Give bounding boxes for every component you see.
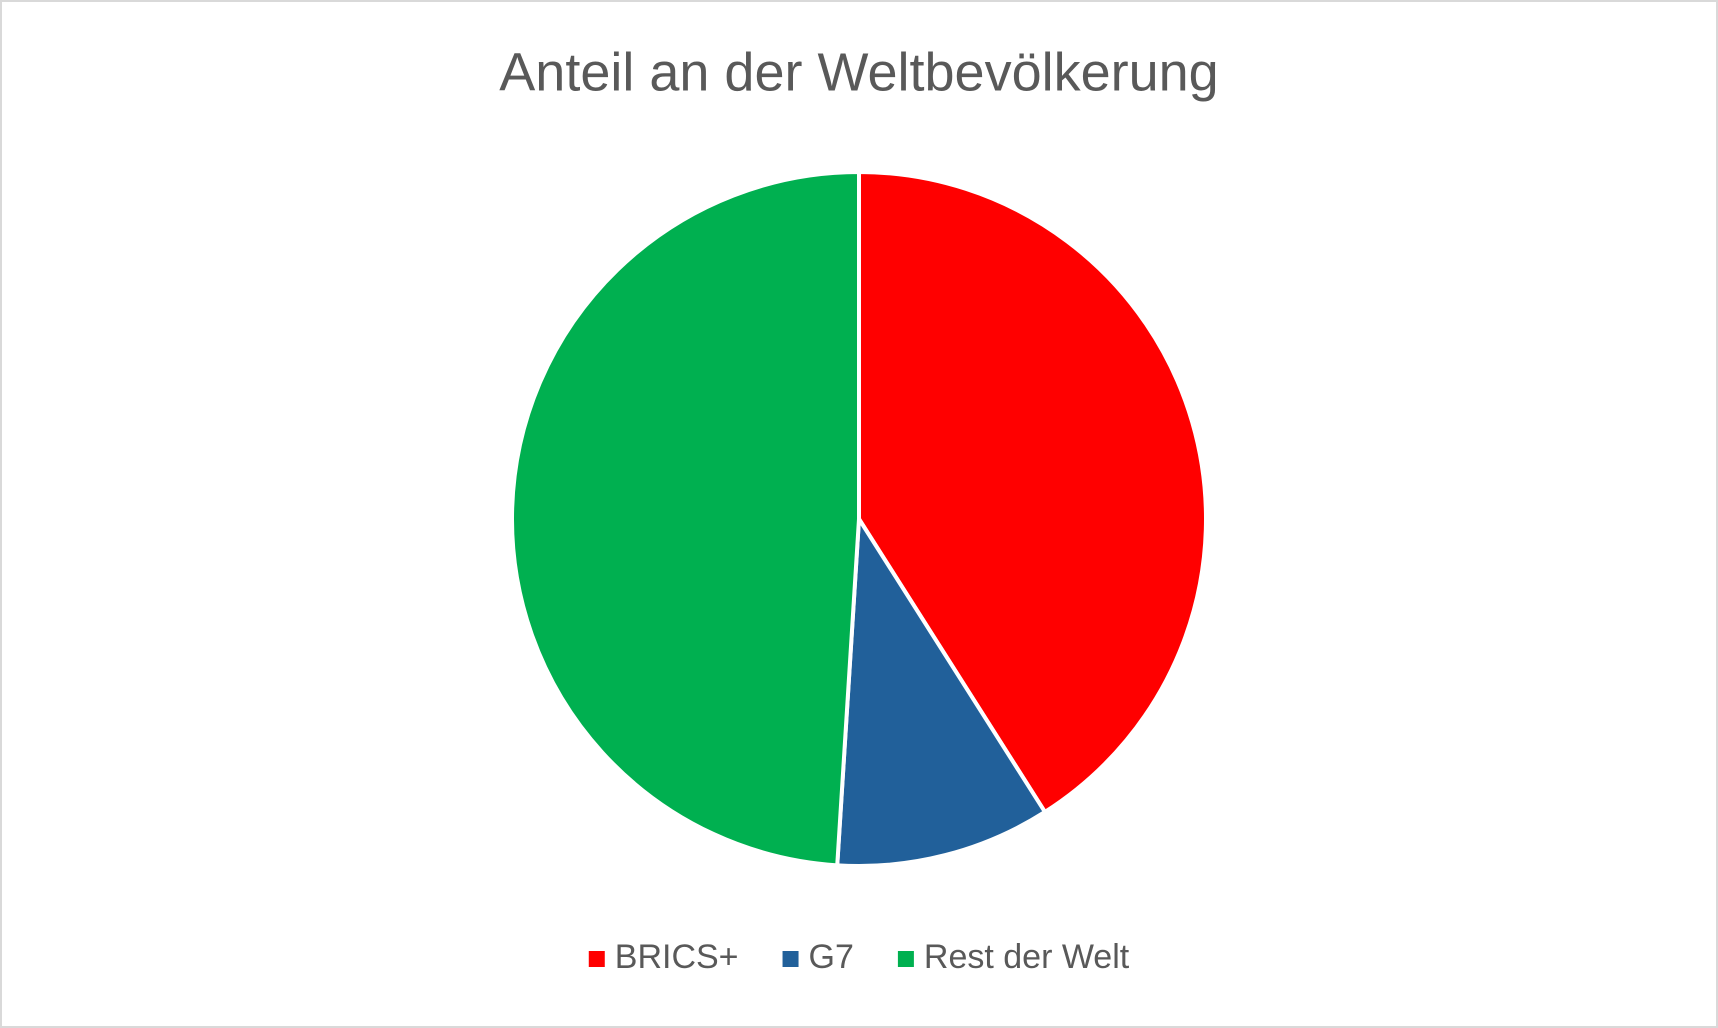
legend-label: Rest der Welt (924, 938, 1130, 976)
chart-title: Anteil an der Weltbevölkerung (499, 42, 1218, 102)
legend: BRICS+ G7 Rest der Welt (588, 938, 1130, 976)
legend-label: G7 (809, 938, 854, 976)
legend-label: BRICS+ (615, 938, 739, 976)
legend-swatch (782, 951, 799, 967)
pie-slice (510, 170, 861, 868)
pie-slice (835, 517, 1047, 868)
legend-swatch (897, 951, 914, 967)
pie (510, 170, 1208, 868)
legend-swatch (588, 951, 605, 967)
